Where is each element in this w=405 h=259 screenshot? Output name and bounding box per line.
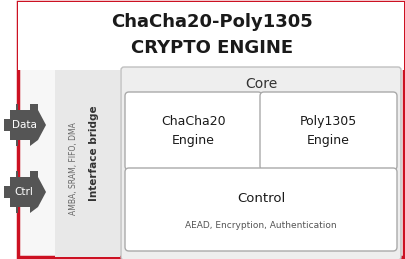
FancyBboxPatch shape <box>259 92 396 170</box>
FancyBboxPatch shape <box>125 168 396 251</box>
Polygon shape <box>4 104 46 146</box>
FancyBboxPatch shape <box>125 92 261 170</box>
Text: ChaCha20
Engine: ChaCha20 Engine <box>161 115 225 147</box>
Text: Poly1305
Engine: Poly1305 Engine <box>299 115 356 147</box>
FancyBboxPatch shape <box>18 2 403 257</box>
Polygon shape <box>4 171 46 213</box>
Text: Control: Control <box>236 192 284 205</box>
Text: Interface bridge: Interface bridge <box>89 106 99 201</box>
Text: CRYPTO ENGINE: CRYPTO ENGINE <box>131 39 292 57</box>
FancyBboxPatch shape <box>18 2 403 70</box>
Text: AMBA, SRAM, FIFO, DMA: AMBA, SRAM, FIFO, DMA <box>68 122 77 215</box>
Text: AEAD, Encryption, Authentication: AEAD, Encryption, Authentication <box>185 221 336 231</box>
Text: ChaCha20-Poly1305: ChaCha20-Poly1305 <box>111 13 312 31</box>
Text: Data: Data <box>11 120 36 130</box>
Text: Ctrl: Ctrl <box>15 187 33 197</box>
FancyBboxPatch shape <box>55 70 120 257</box>
Text: Core: Core <box>244 77 277 91</box>
FancyBboxPatch shape <box>121 67 400 259</box>
